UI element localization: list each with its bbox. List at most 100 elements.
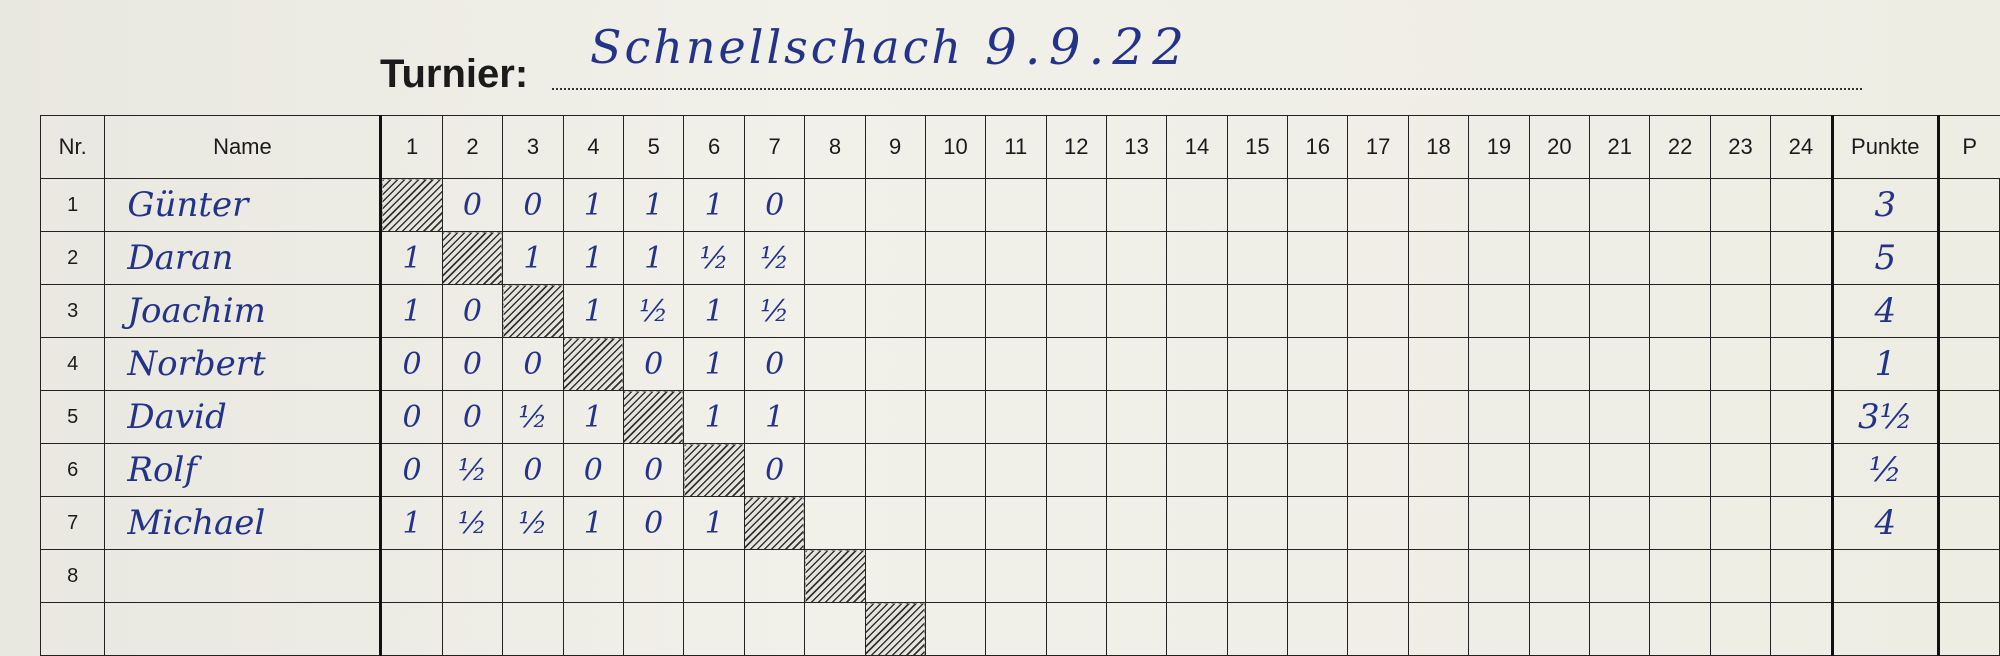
header-round-12: 12: [1045, 115, 1107, 179]
extra-cell: [1936, 284, 2000, 338]
score-cell: [1166, 496, 1228, 550]
self-pairing-cell: [441, 231, 504, 285]
score-cell: [1770, 178, 1833, 232]
score-cell: [1166, 231, 1228, 285]
points-cell: 1: [1830, 337, 1939, 391]
score-cell: [864, 284, 926, 338]
score-cell: [379, 549, 443, 603]
score-cell: [1589, 549, 1651, 603]
score-cell: [924, 549, 987, 603]
score-cell: 0: [743, 443, 806, 497]
score-cell: 1: [379, 231, 443, 285]
header-round-17: 17: [1347, 115, 1409, 179]
player-number: 2: [39, 231, 106, 285]
score-cell: 0: [502, 337, 564, 391]
score-cell: [502, 549, 564, 603]
score-cell: 0: [743, 337, 806, 391]
score-cell: [804, 602, 866, 656]
score-cell: [804, 231, 866, 285]
player-number: 5: [39, 390, 106, 444]
points-cell: [1830, 602, 1939, 656]
score-cell: [1105, 337, 1168, 391]
score-cell: [1166, 178, 1228, 232]
score-cell: [1105, 443, 1168, 497]
score-cell: [441, 602, 504, 656]
score-cell: [985, 337, 1047, 391]
score-cell: [683, 602, 745, 656]
header-round-24: 24: [1770, 115, 1833, 179]
score-cell: [1407, 496, 1470, 550]
score-cell: [1347, 231, 1409, 285]
score-cell: [1589, 231, 1651, 285]
score-cell: [1528, 337, 1591, 391]
score-cell: [1287, 549, 1349, 603]
tournament-name: Schnellschach: [590, 20, 964, 74]
header-round-13: 13: [1105, 115, 1168, 179]
score-cell: [1347, 443, 1409, 497]
header-round-21: 21: [1589, 115, 1651, 179]
score-cell: [1105, 496, 1168, 550]
score-cell: [924, 337, 987, 391]
player-name: Rolf: [104, 443, 382, 497]
points-cell: 3½: [1830, 390, 1939, 444]
score-cell: [985, 496, 1047, 550]
score-cell: [924, 178, 987, 232]
score-cell: ½: [743, 231, 806, 285]
header-extra: P: [1936, 115, 2000, 179]
points-cell: 5: [1830, 231, 1939, 285]
self-pairing-cell: [502, 284, 564, 338]
score-cell: [1709, 390, 1772, 444]
score-cell: 0: [743, 178, 806, 232]
table-row: 8: [39, 549, 2000, 603]
score-cell: [1649, 443, 1711, 497]
score-cell: 1: [683, 178, 745, 232]
table-row: 6 Rolf 0 ½ 0 0 0 0 ½: [39, 443, 2000, 497]
extra-cell: [1936, 390, 2000, 444]
score-cell: [502, 602, 564, 656]
score-cell: [1709, 443, 1772, 497]
points-cell: 4: [1830, 496, 1939, 550]
player-name: [104, 602, 382, 656]
tournament-label: Turnier:: [380, 52, 529, 96]
score-cell: [562, 602, 624, 656]
score-cell: [1407, 602, 1470, 656]
score-cell: 1: [562, 496, 624, 550]
score-cell: [1226, 231, 1289, 285]
score-cell: [1468, 602, 1530, 656]
score-cell: [804, 443, 866, 497]
player-number: 3: [39, 284, 106, 338]
points-cell: 4: [1830, 284, 1939, 338]
score-cell: [1528, 602, 1591, 656]
score-cell: [743, 602, 806, 656]
self-pairing-cell: [379, 178, 443, 232]
score-cell: [1226, 602, 1289, 656]
table-row: 3 Joachim 1 0 1 ½ 1 ½ 4: [39, 284, 2000, 338]
score-cell: [924, 602, 987, 656]
table-row: 7 Michael 1 ½ ½ 1 0 1 4: [39, 496, 2000, 550]
score-cell: [1407, 337, 1470, 391]
score-cell: [864, 549, 926, 603]
header-round-10: 10: [924, 115, 987, 179]
score-cell: [1166, 549, 1228, 603]
header-nr: Nr.: [39, 115, 106, 179]
player-name: Michael: [104, 496, 382, 550]
self-pairing-cell: [743, 496, 806, 550]
score-cell: 0: [379, 337, 443, 391]
score-cell: [1589, 337, 1651, 391]
score-cell: [1226, 496, 1289, 550]
score-cell: [1045, 178, 1107, 232]
header-round-14: 14: [1166, 115, 1228, 179]
score-cell: [985, 284, 1047, 338]
player-name: David: [104, 390, 382, 444]
header-round-5: 5: [622, 115, 685, 179]
score-cell: [804, 178, 866, 232]
score-cell: [1045, 284, 1107, 338]
score-cell: [1105, 602, 1168, 656]
score-cell: ½: [502, 390, 564, 444]
score-cell: 1: [683, 337, 745, 391]
score-cell: 0: [622, 496, 685, 550]
score-cell: [1045, 390, 1107, 444]
header-round-9: 9: [864, 115, 926, 179]
self-pairing-cell: [683, 443, 745, 497]
table-row: 2 Daran 1 1 1 1 ½ ½ 5: [39, 231, 2000, 285]
